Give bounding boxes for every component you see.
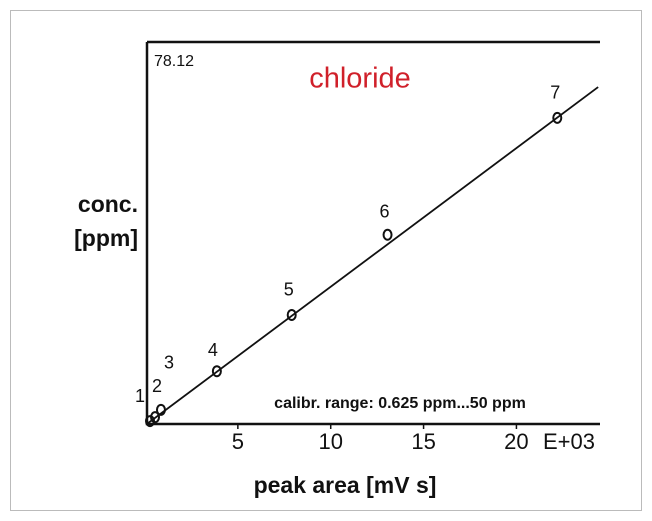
point-label: 3: [164, 353, 174, 373]
point-label: 6: [380, 202, 390, 222]
x-exponent-label: E+03: [543, 429, 595, 454]
y-axis-label: [ppm]: [74, 225, 138, 251]
annotation: calibr. range: 0.625 ppm...50 ppm: [274, 395, 526, 412]
data-point: [552, 111, 563, 124]
y-tick-label: 78.12: [154, 53, 194, 70]
point-label: 2: [152, 376, 162, 396]
fit-line: [146, 86, 599, 425]
chart-title: chloride: [309, 63, 411, 95]
x-tick-label: 10: [318, 429, 342, 454]
x-tick-label: 20: [504, 429, 528, 454]
x-axis-label: peak area [mV s]: [254, 472, 437, 498]
outer-border: [10, 10, 642, 511]
data-point: [211, 365, 222, 378]
data-point: [155, 403, 166, 416]
y-axis-label: conc.: [78, 191, 138, 217]
point-label: 5: [284, 280, 294, 300]
data-point: [150, 411, 161, 424]
data-point: [382, 228, 393, 241]
point-label: 1: [135, 386, 145, 406]
point-label: 4: [208, 340, 218, 360]
x-tick-label: 15: [411, 429, 435, 454]
data-point: [286, 308, 297, 321]
point-label: 7: [550, 83, 560, 103]
x-tick-label: 5: [232, 429, 244, 454]
